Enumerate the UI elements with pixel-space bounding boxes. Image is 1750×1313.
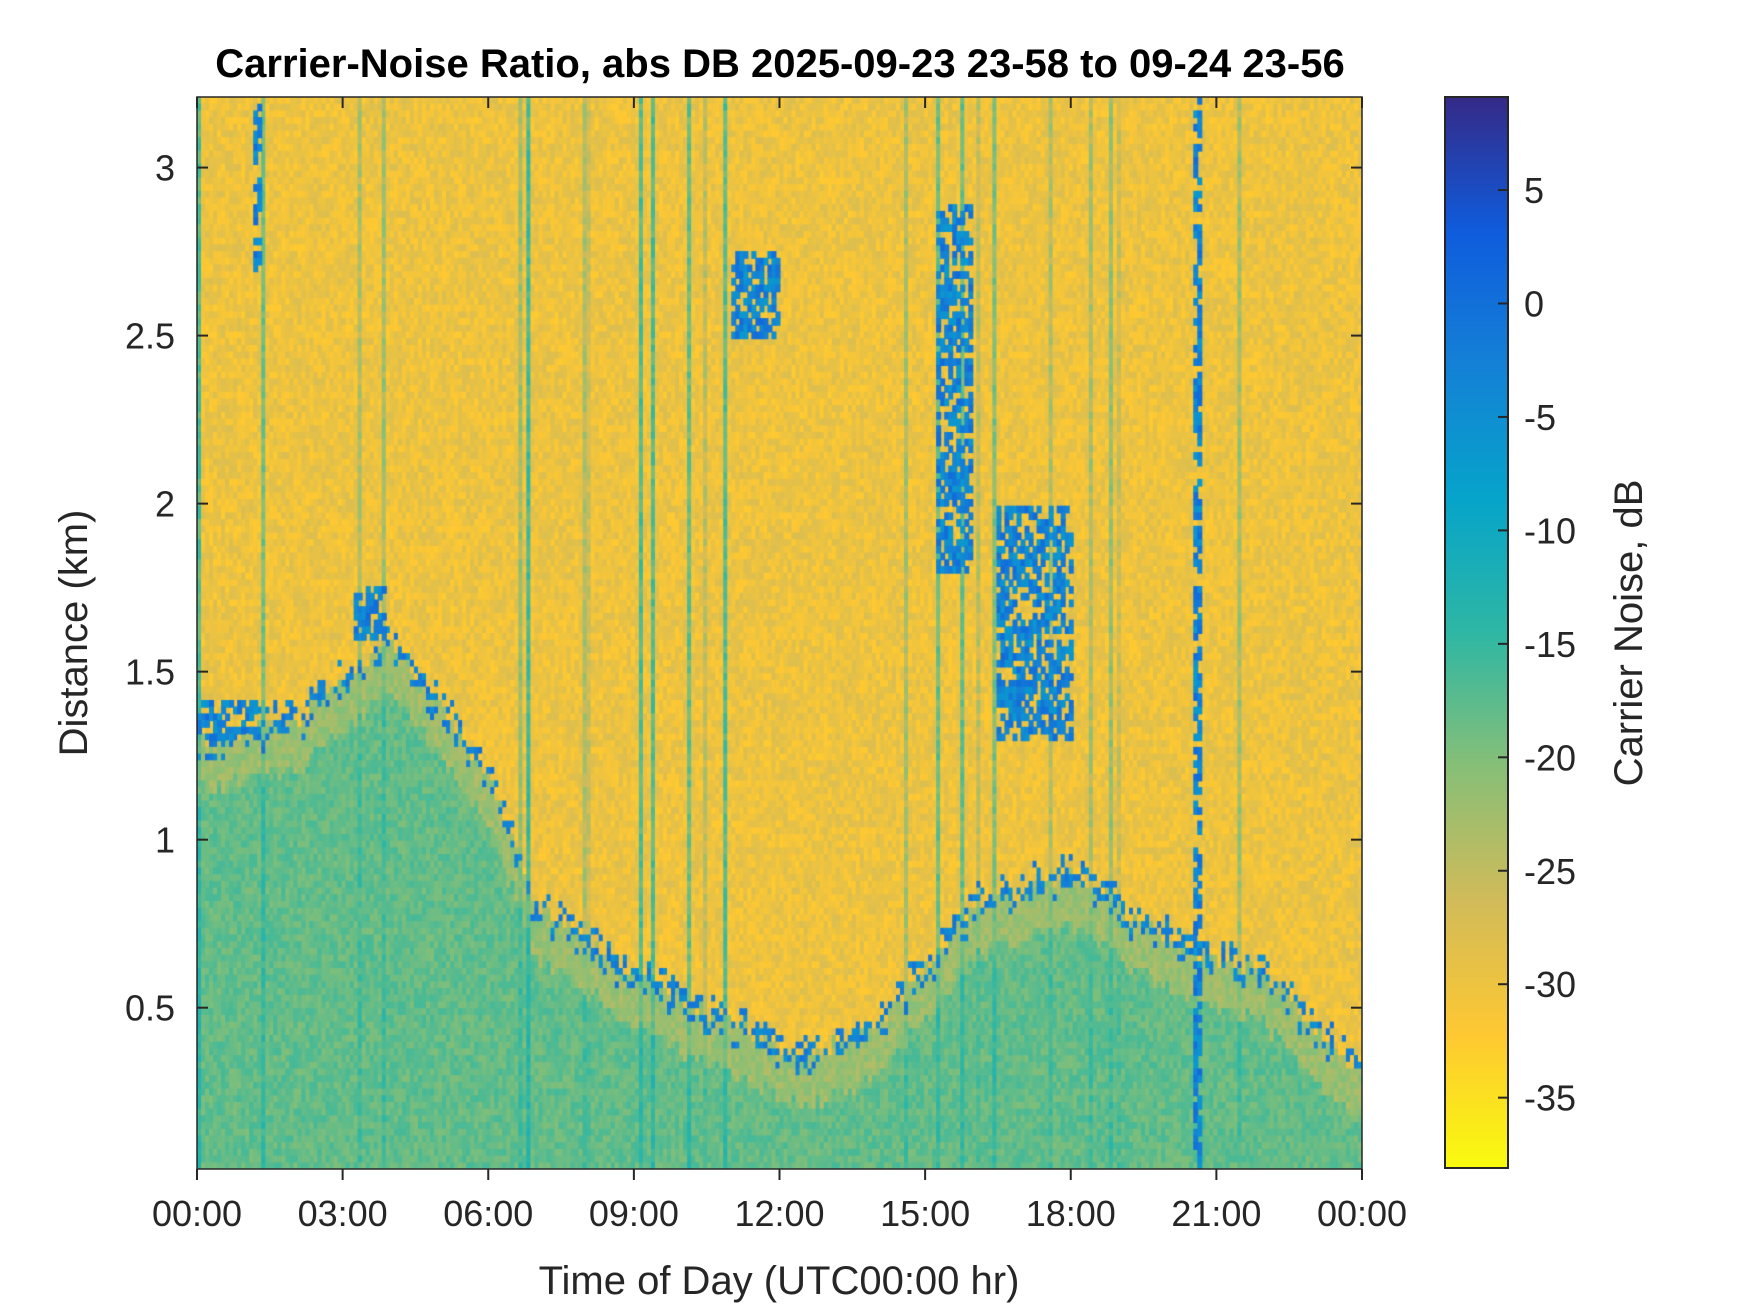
x-tick-label: 12:00 [734, 1193, 824, 1234]
x-tick-label: 18:00 [1026, 1193, 1116, 1234]
colorbar-tick-label: -15 [1524, 624, 1576, 665]
y-tick-label: 0.5 [125, 988, 175, 1029]
colorbar-tick-label: -25 [1524, 851, 1576, 892]
colorbar-tick-label: 5 [1524, 170, 1544, 211]
x-tick-label: 09:00 [589, 1193, 679, 1234]
y-tick-label: 2.5 [125, 316, 175, 357]
colorbar-tick-label: 0 [1524, 283, 1544, 324]
colorbar-tick-label: -20 [1524, 737, 1576, 778]
plot-frame [196, 96, 1363, 1170]
x-tick-label: 15:00 [880, 1193, 970, 1234]
x-tick-label: 03:00 [298, 1193, 388, 1234]
y-axis-label: Distance (km) [52, 510, 96, 757]
y-tick-label: 1.5 [125, 652, 175, 693]
y-tick-label: 3 [155, 148, 175, 189]
heatmap-image [197, 97, 1362, 1169]
y-tick-label: 2 [155, 484, 175, 525]
colorbar-tick-label: -35 [1524, 1078, 1576, 1119]
colorbar-gradient [1445, 97, 1508, 1168]
x-tick-label: 00:00 [1317, 1193, 1407, 1234]
x-tick-label: 06:00 [443, 1193, 533, 1234]
colorbar-tick-label: -10 [1524, 510, 1576, 551]
colorbar-tick-label: -30 [1524, 964, 1576, 1005]
x-axis-label: Time of Day (UTC00:00 hr) [539, 1259, 1020, 1303]
chart-title: Carrier-Noise Ratio, abs DB 2025-09-23 2… [215, 42, 1345, 86]
x-tick-label: 00:00 [152, 1193, 242, 1234]
colorbar-frame [1444, 96, 1509, 1169]
y-tick-label: 1 [155, 820, 175, 861]
colorbar-tick-label: -5 [1524, 397, 1556, 438]
colorbar-label: Carrier Noise, dB [1607, 480, 1651, 787]
x-tick-label: 21:00 [1171, 1193, 1261, 1234]
